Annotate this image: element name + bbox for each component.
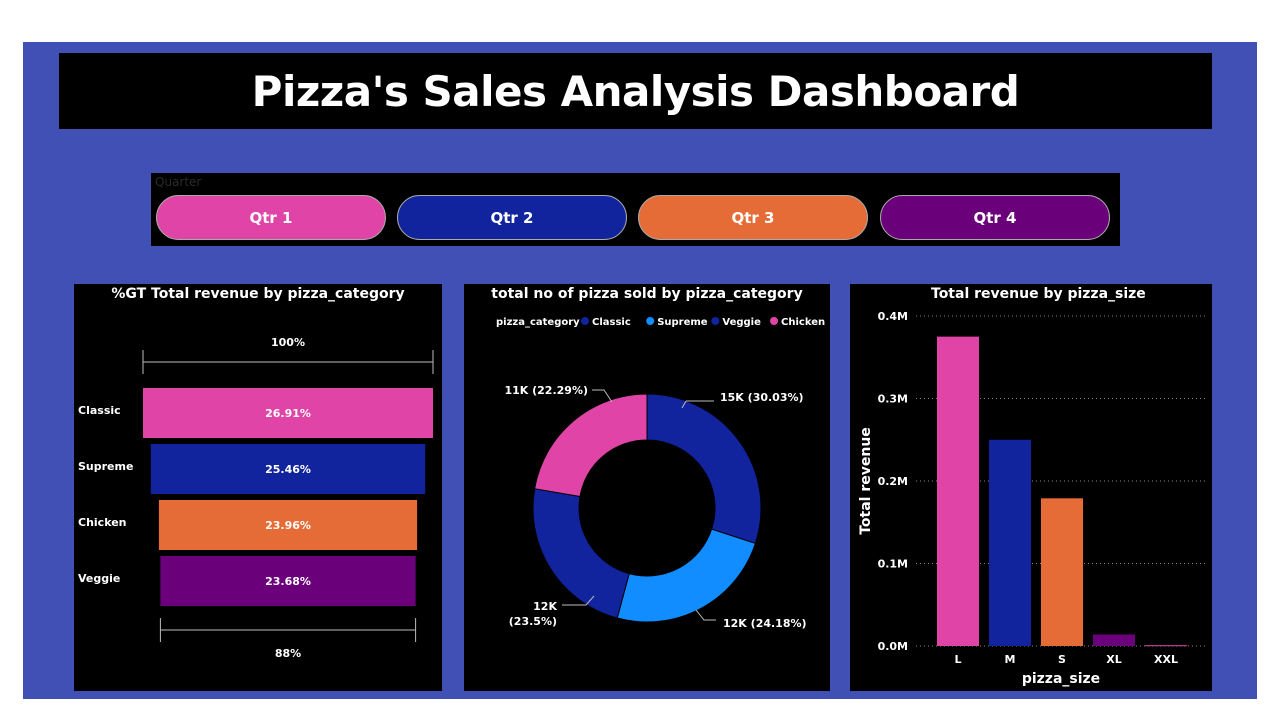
donut-slice xyxy=(532,488,630,619)
donut-slice xyxy=(616,528,756,623)
donut-slice-label: 11K (22.29%) xyxy=(504,384,588,397)
donut-slice xyxy=(534,393,648,498)
bar-y-axis-label: Total revenue xyxy=(858,427,874,535)
funnel-category-label: Chicken xyxy=(78,516,127,529)
funnel-bar-label: 23.96% xyxy=(265,519,311,532)
dashboard-title: Pizza's Sales Analysis Dashboard xyxy=(59,53,1212,129)
bar-y-tick-label: 0.4M xyxy=(878,310,908,323)
donut-leader-line xyxy=(592,389,613,403)
bar-mark xyxy=(1093,634,1135,646)
bar-chart: 0.0M 0.1M 0.2M 0.3M 0.4M L M S XL XXL pizza_size To… xyxy=(858,310,1208,687)
donut-leader-line xyxy=(681,400,714,409)
funnel-bar-label: 25.46% xyxy=(265,463,311,476)
donut-slice-label: 12K xyxy=(533,600,557,613)
donut-legend-item: Veggie xyxy=(722,317,761,328)
donut-legend-marker xyxy=(770,317,778,325)
donut-chart: pizza_category Classic Supreme Veggie Chicke… xyxy=(496,317,825,630)
bar-x-tick-label: XL xyxy=(1106,653,1122,666)
donut-legend-item: Classic xyxy=(592,317,631,328)
bar-title: Total revenue by pizza_size xyxy=(931,286,1146,302)
funnel-bar xyxy=(143,388,433,438)
bar-x-tick-label: XXL xyxy=(1154,653,1178,666)
funnel-category-label: Supreme xyxy=(78,460,133,473)
donut-legend-marker xyxy=(581,317,589,325)
donut-legend-item: Chicken xyxy=(781,317,825,328)
bar-mark xyxy=(1041,498,1083,646)
funnel-chart: 100% 26.91% Classic 25.46% Supreme 23.96% Chic… xyxy=(78,336,434,660)
donut-panel: total no of pizza sold by pizza_category… xyxy=(464,284,830,691)
funnel-bottom-label: 88% xyxy=(275,647,301,660)
bar-x-axis-label: pizza_size xyxy=(1022,671,1100,687)
bar-x-tick-label: M xyxy=(1005,653,1016,666)
donut-slice-label: 15K (30.03%) xyxy=(720,391,804,404)
bar-mark xyxy=(937,336,979,646)
bar-x-tick-label: L xyxy=(954,653,961,666)
bar-y-tick-label: 0.2M xyxy=(878,475,908,488)
donut-legend-marker xyxy=(646,317,655,325)
bar-panel: Total revenue by pizza_size 0.0M 0.1M 0.2M… xyxy=(850,284,1212,691)
slicer-button-qtr-4[interactable]: Qtr 4 xyxy=(880,195,1110,240)
bar-y-tick-label: 0.0M xyxy=(878,640,908,653)
funnel-bar-label: 26.91% xyxy=(265,407,311,420)
donut-legend-marker xyxy=(711,317,720,325)
donut-slice-label: (23.5%) xyxy=(509,615,557,628)
slicer-button-qtr-3[interactable]: Qtr 3 xyxy=(638,195,868,240)
slicer-button-qtr-2[interactable]: Qtr 2 xyxy=(397,195,627,240)
funnel-bar xyxy=(150,444,426,494)
slicer-button-qtr-1[interactable]: Qtr 1 xyxy=(156,195,386,240)
funnel-panel: %GT Total revenue by pizza_category 100%… xyxy=(74,284,442,691)
bar-mark xyxy=(1145,645,1187,647)
funnel-bar xyxy=(158,500,418,550)
bar-y-tick-label: 0.1M xyxy=(878,558,908,571)
funnel-title: %GT Total revenue by pizza_category xyxy=(111,286,405,302)
bar-y-tick-label: 0.3M xyxy=(878,393,908,406)
donut-slice xyxy=(646,393,762,545)
funnel-top-label: 100% xyxy=(271,336,305,349)
funnel-category-label: Classic xyxy=(78,404,121,417)
donut-leader-line xyxy=(562,595,595,606)
quarter-slicer: Quarter Qtr 1 Qtr 2 Qtr 3 Qtr 4 xyxy=(151,173,1120,246)
donut-title: total no of pizza sold by pizza_category xyxy=(491,286,803,302)
donut-legend-title: pizza_category xyxy=(496,317,580,328)
slicer-label: Quarter xyxy=(155,175,202,189)
donut-slice-label: 12K (24.18%) xyxy=(723,617,807,630)
bar-x-tick-label: S xyxy=(1058,653,1066,666)
bar-mark xyxy=(989,439,1031,646)
donut-leader-line xyxy=(695,609,716,621)
funnel-bar xyxy=(160,556,416,606)
funnel-bar-label: 23.68% xyxy=(265,575,311,588)
donut-legend-item: Supreme xyxy=(657,317,708,328)
funnel-category-label: Veggie xyxy=(78,572,120,585)
